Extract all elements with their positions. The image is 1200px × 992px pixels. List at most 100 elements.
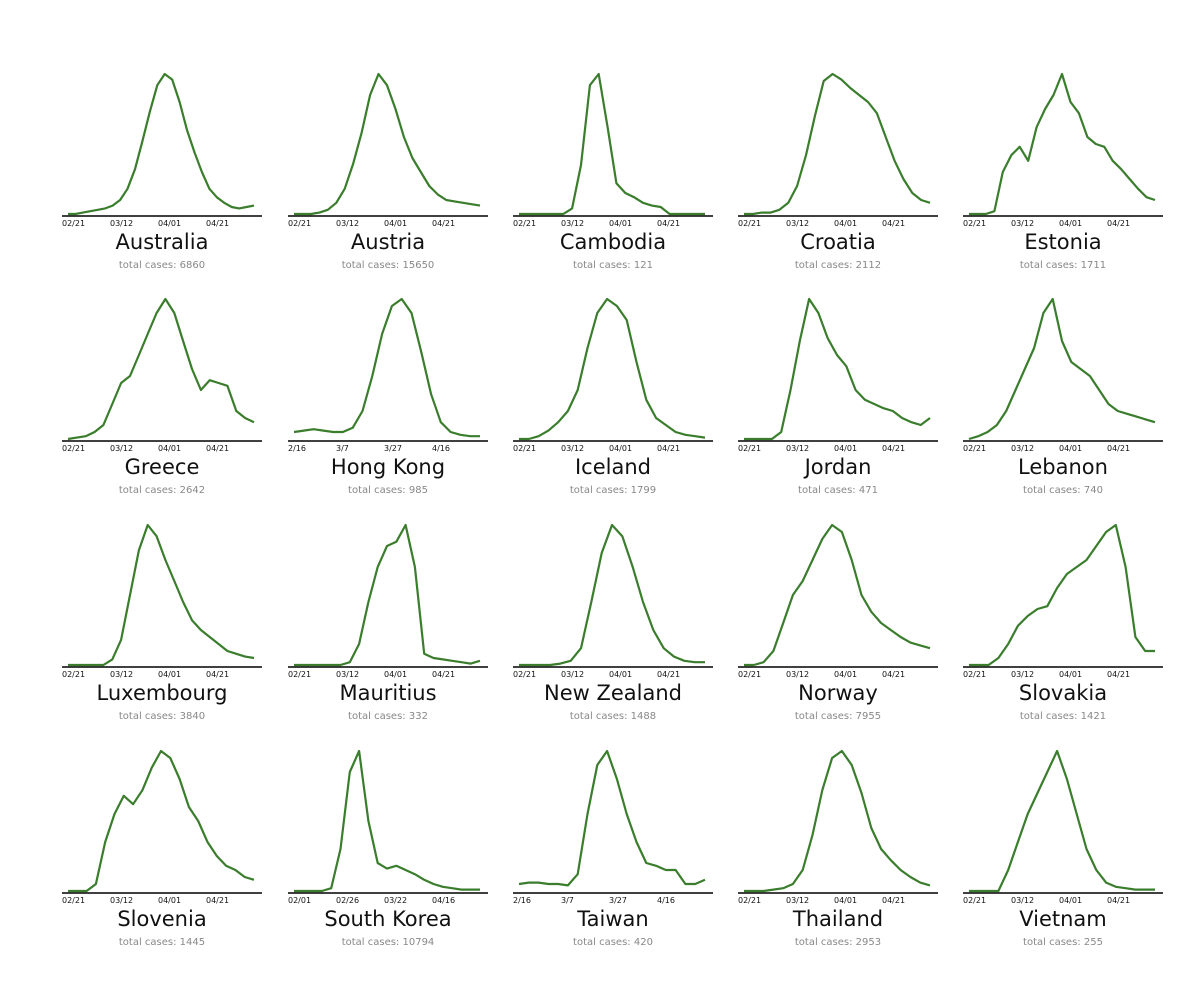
x-tick-label: 2/16 [513,896,531,905]
x-tick-label: 04/21 [206,444,229,453]
chart-panel: 02/21 03/12 04/01 04/21 Slovakia total cases:… [963,523,1163,725]
chart-panel: 02/21 03/12 04/01 04/21 Greece total cases: 2… [62,297,262,499]
line-chart: 02/01 02/26 03/22 04/16 [288,749,488,905]
total-cases-caption: total cases: 121 [573,260,653,271]
x-tick-label: 02/21 [62,444,85,453]
x-tick-label: 04/21 [657,444,680,453]
chart-panel: 02/21 03/12 04/01 04/21 Estonia total cases: … [963,72,1163,274]
x-tick-label: 03/12 [110,444,133,453]
series-line [68,749,255,893]
x-tick-label: 04/21 [206,896,229,905]
line-chart: 02/21 03/12 04/01 04/21 [62,749,262,905]
total-cases-caption: total cases: 332 [348,711,428,722]
x-tick-label: 03/12 [786,896,809,905]
x-tick-label: 04/01 [1059,219,1082,228]
country-title: Australia [115,230,209,254]
total-cases-caption: total cases: 10794 [341,937,435,948]
x-tick-label: 4/16 [432,444,450,453]
x-tick-label: 04/21 [206,670,229,679]
line-chart: 02/21 03/12 04/01 04/21 [513,523,713,679]
x-tick-label: 03/12 [110,670,133,679]
x-tick-label: 03/12 [786,670,809,679]
chart-panel: 02/21 03/12 04/01 04/21 Australia total cases… [62,72,262,274]
x-tick-label: 04/01 [609,444,632,453]
total-cases-caption: total cases: 740 [1023,485,1103,496]
x-tick-label: 03/12 [336,219,359,228]
series-line [519,297,706,441]
series-line [294,749,480,893]
series-line [968,297,1156,441]
total-cases-caption: total cases: 15650 [341,260,435,271]
x-tick-label: 04/21 [1107,896,1130,905]
country-title: Vietnam [1019,907,1107,931]
x-tick-label: 04/01 [1059,670,1082,679]
series-line [519,72,705,216]
total-cases-caption: total cases: 2953 [794,937,882,948]
line-chart: 02/21 03/12 04/01 04/21 [963,297,1163,453]
series-line [969,749,1155,893]
country-title: Slovenia [117,907,207,931]
country-title: Iceland [574,455,651,479]
x-tick-label: 02/21 [513,444,536,453]
line-chart: 2/16 3/7 3/27 4/16 [288,297,488,453]
x-tick-label: 04/21 [657,670,680,679]
line-chart: 02/21 03/12 04/01 04/21 [963,72,1163,228]
x-tick-label: 04/01 [158,670,181,679]
line-chart: 2/16 3/7 3/27 4/16 [513,749,713,905]
x-tick-label: 04/21 [882,670,905,679]
country-title: Greece [124,455,200,479]
country-title: South Korea [324,907,452,931]
total-cases-caption: total cases: 3840 [118,711,206,722]
x-tick-label: 04/21 [1107,444,1130,453]
x-tick-label: 3/7 [336,444,349,453]
x-tick-label: 02/21 [963,444,986,453]
x-tick-label: 03/12 [336,670,359,679]
country-title: Norway [798,681,878,705]
country-title: Thailand [792,907,884,931]
series-line [744,749,931,893]
x-tick-label: 02/21 [963,219,986,228]
chart-panel: 02/21 03/12 04/01 04/21 Slovenia total cases:… [62,749,262,951]
total-cases-caption: total cases: 985 [348,485,428,496]
country-title: Lebanon [1018,455,1108,479]
x-tick-label: 04/01 [158,444,181,453]
x-tick-label: 04/01 [384,670,407,679]
x-tick-label: 04/21 [882,219,905,228]
line-chart: 02/21 03/12 04/01 04/21 [62,523,262,679]
line-chart: 02/21 03/12 04/01 04/21 [62,297,262,453]
country-title: Jordan [804,455,872,479]
x-tick-label: 02/26 [336,896,359,905]
x-tick-label: 04/21 [882,444,905,453]
chart-panel: 02/01 02/26 03/22 04/16 South Korea total cas… [288,749,488,951]
country-title: Taiwan [577,907,649,931]
x-tick-label: 02/21 [963,670,986,679]
country-title: New Zealand [544,681,682,705]
x-tick-label: 2/16 [288,444,306,453]
x-tick-label: 03/22 [384,896,407,905]
x-tick-label: 02/21 [738,896,761,905]
x-tick-label: 02/21 [62,670,85,679]
x-tick-label: 03/12 [1011,219,1034,228]
line-chart: 02/21 03/12 04/01 04/21 [738,523,938,679]
total-cases-caption: total cases: 1421 [1019,711,1107,722]
x-tick-label: 03/12 [1011,670,1034,679]
country-title: Croatia [800,230,876,254]
line-chart: 02/21 03/12 04/01 04/21 [963,523,1163,679]
x-tick-label: 02/21 [62,219,85,228]
series-line [744,297,931,441]
series-line [68,72,255,216]
x-tick-label: 03/12 [561,670,584,679]
total-cases-caption: total cases: 6860 [118,260,206,271]
x-tick-label: 03/12 [786,444,809,453]
x-tick-label: 04/16 [432,896,455,905]
series-line [969,72,1156,216]
x-tick-label: 02/21 [738,444,761,453]
total-cases-caption: total cases: 2112 [794,260,882,271]
total-cases-caption: total cases: 471 [798,485,878,496]
total-cases-caption: total cases: 1445 [118,937,206,948]
x-tick-label: 04/21 [1107,219,1130,228]
x-tick-label: 04/21 [206,219,229,228]
total-cases-caption: total cases: 2642 [118,485,206,496]
chart-panel: 02/21 03/12 04/01 04/21 Vietnam total cases: … [963,749,1163,951]
